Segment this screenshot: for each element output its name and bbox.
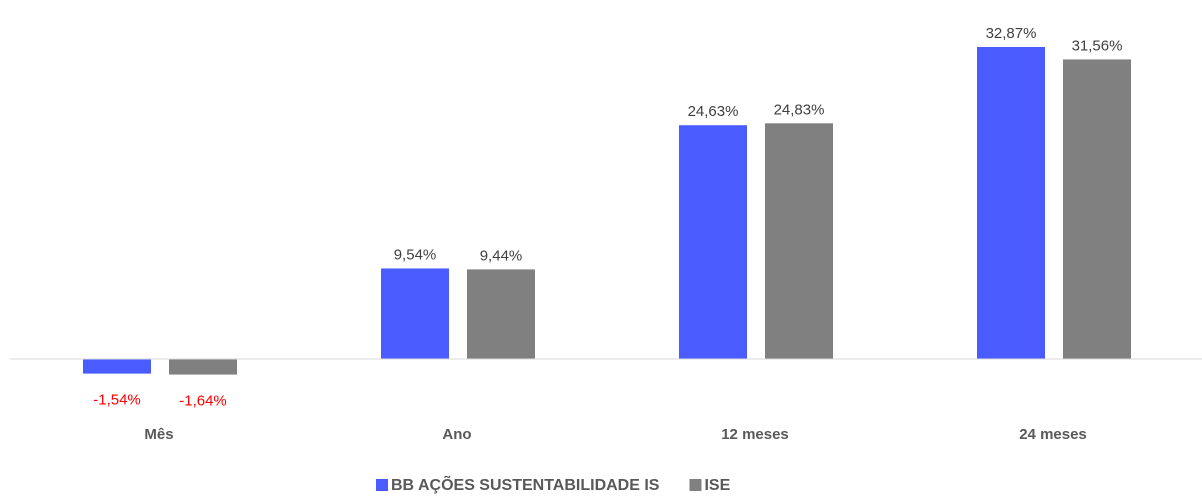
bar bbox=[381, 268, 449, 359]
bar bbox=[1063, 59, 1131, 359]
x-tick-label: Ano bbox=[442, 426, 471, 443]
bar bbox=[977, 47, 1045, 359]
bar bbox=[679, 125, 747, 360]
data-label: -1,64% bbox=[179, 393, 227, 410]
data-label: 32,87% bbox=[986, 25, 1037, 42]
bar bbox=[765, 123, 833, 359]
data-label: -1,54% bbox=[93, 392, 141, 409]
data-label: 24,83% bbox=[774, 101, 825, 118]
data-label: 9,44% bbox=[480, 247, 523, 264]
legend-swatch bbox=[376, 479, 388, 491]
x-tick-label: Mês bbox=[144, 426, 173, 443]
legend-label: ISE bbox=[704, 477, 730, 494]
legend-swatch bbox=[689, 479, 702, 491]
data-label: 9,54% bbox=[394, 246, 437, 263]
data-label: 31,56% bbox=[1072, 37, 1123, 54]
bar bbox=[83, 359, 151, 374]
legend-label: BB AÇÕES SUSTENTABILIDADE IS bbox=[391, 474, 660, 494]
x-tick-label: 12 meses bbox=[721, 426, 789, 443]
bar bbox=[467, 269, 535, 359]
data-label: 24,63% bbox=[688, 103, 739, 120]
bar bbox=[169, 359, 237, 375]
x-tick-label: 24 meses bbox=[1019, 426, 1087, 443]
